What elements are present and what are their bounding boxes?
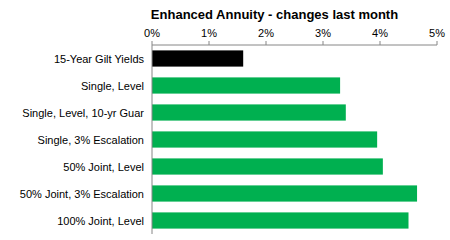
x-tick	[152, 41, 153, 45]
x-tick	[437, 41, 438, 45]
bar	[152, 50, 243, 66]
bar	[152, 77, 340, 93]
y-axis-line	[152, 45, 153, 234]
x-tick-label: 3%	[315, 27, 331, 39]
x-tick	[209, 41, 210, 45]
category-label: 15-Year Gilt Yields	[54, 53, 145, 65]
x-tick-label: 2%	[258, 27, 274, 39]
x-axis-line	[152, 45, 437, 46]
category-label: 50% Joint, Level	[63, 161, 144, 173]
x-tick	[323, 41, 324, 45]
bar	[152, 131, 377, 147]
category-label: 50% Joint, 3% Escalation	[20, 188, 144, 200]
category-label: Single, 3% Escalation	[38, 134, 144, 146]
bars	[152, 50, 417, 228]
x-tick-label: 1%	[201, 27, 217, 39]
x-tick-label: 4%	[372, 27, 388, 39]
category-label: Single, Level, 10-yr Guar	[22, 107, 144, 119]
bar	[152, 212, 409, 228]
chart-container: Enhanced Annuity - changes last month 15-…	[0, 0, 450, 240]
x-tick	[380, 41, 381, 45]
chart-title: Enhanced Annuity - changes last month	[151, 7, 398, 22]
bar	[152, 158, 383, 174]
chart-svg: Enhanced Annuity - changes last month 15-…	[0, 0, 450, 240]
category-label: Single, Level	[81, 80, 144, 92]
category-label: 100% Joint, Level	[57, 215, 144, 227]
bar	[152, 104, 346, 120]
x-tick	[266, 41, 267, 45]
bar	[152, 185, 417, 201]
x-tick-label: 5%	[429, 27, 445, 39]
x-tick-label: 0%	[144, 27, 160, 39]
